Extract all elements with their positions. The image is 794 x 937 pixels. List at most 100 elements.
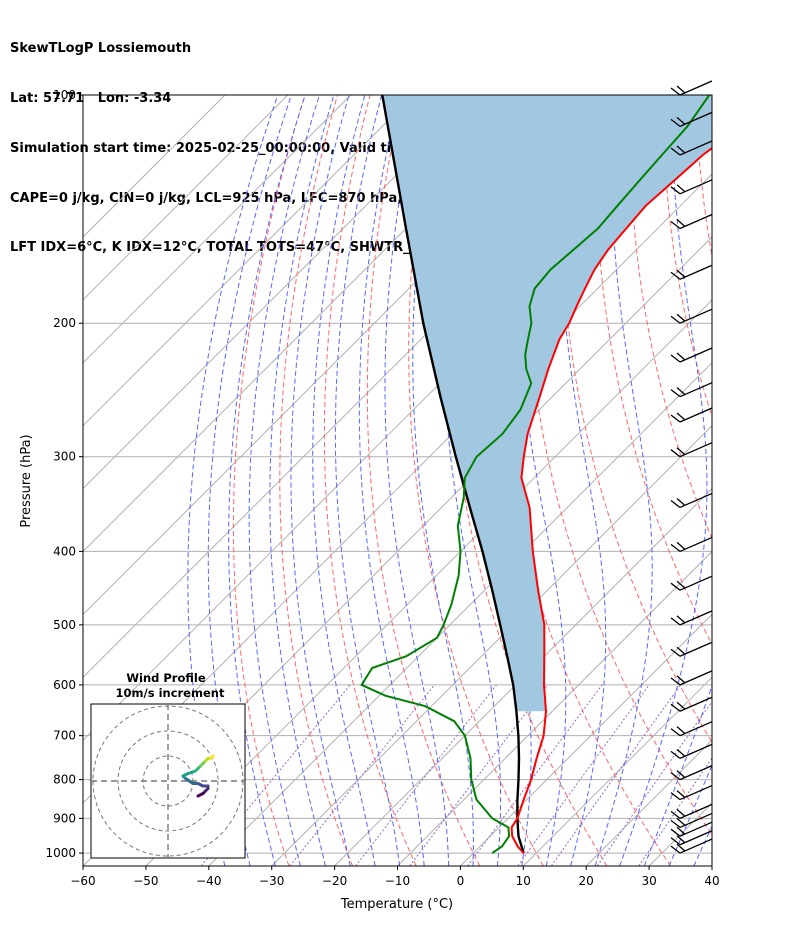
- x-tick-label: 40: [704, 874, 719, 888]
- wind-barb: [670, 111, 713, 127]
- moist-adiabat-line: [643, 684, 712, 866]
- isotherm-line: [271, 424, 712, 866]
- dry-adiabat-line: [232, 95, 306, 866]
- moist-adiabat-line: [248, 95, 320, 866]
- moist-adiabat-line: [619, 95, 708, 866]
- isotherm-line: [397, 550, 712, 866]
- wind-barb: [670, 140, 713, 156]
- dry-adiabat-line: [662, 95, 712, 419]
- y-tick-label: 700: [53, 729, 76, 743]
- mixing-ratio-line: [409, 684, 548, 866]
- isotherm-line: [208, 362, 712, 866]
- moist-adiabat-line: [693, 825, 712, 866]
- x-tick-label: −60: [70, 874, 95, 888]
- y-tick-label: 600: [53, 678, 76, 692]
- y-tick-label: 1000: [45, 846, 76, 860]
- wind-barb: [670, 264, 713, 280]
- y-tick-label: 100: [53, 88, 76, 102]
- y-tick-label: 900: [53, 811, 76, 825]
- isotherm-line: [83, 95, 352, 364]
- isotherm-line: [460, 613, 712, 866]
- wind-barb: [670, 838, 713, 854]
- y-axis-label: Pressure (hPa): [19, 434, 34, 527]
- wind-barb: [670, 830, 713, 846]
- mixing-ratio-line: [596, 700, 712, 866]
- moist-adiabat-line: [312, 95, 376, 866]
- y-tick-label: 400: [53, 544, 76, 558]
- hodograph-subtitle: 10m/s increment: [116, 686, 225, 700]
- wind-barb: [670, 308, 713, 324]
- mixing-ratio-line: [550, 684, 682, 866]
- wind-barb: [670, 812, 713, 829]
- moist-adiabat-line: [668, 764, 712, 866]
- hodograph-segment: [184, 777, 195, 785]
- isotherm-line: [711, 865, 712, 866]
- y-tick-label: 200: [53, 316, 76, 330]
- wind-barb: [670, 696, 713, 712]
- wind-barb: [670, 382, 713, 398]
- isotherm-line: [83, 95, 415, 427]
- isotherm-line: [334, 487, 712, 866]
- mixing-ratio-line: [200, 684, 351, 866]
- moist-adiabat-line: [358, 95, 425, 866]
- mixing-ratio-line: [355, 684, 497, 866]
- moist-adiabat-line: [334, 95, 401, 866]
- dry-adiabat-line: [695, 95, 712, 258]
- moist-adiabat-line: [560, 95, 607, 866]
- dry-adiabat-line: [761, 95, 794, 866]
- temperature-profile-line: [510, 146, 712, 854]
- dry-adiabat-line: [595, 95, 712, 646]
- wind-barb: [670, 670, 713, 686]
- isotherm-line: [83, 95, 289, 301]
- wind-barb: [670, 803, 713, 819]
- x-tick-label: −20: [322, 874, 347, 888]
- wind-barb: [670, 536, 713, 553]
- moist-adiabat-line: [412, 95, 474, 866]
- x-tick-label: 0: [457, 874, 465, 888]
- y-tick-label: 300: [53, 450, 76, 464]
- isotherm-line: [83, 95, 477, 490]
- x-tick-label: −10: [385, 874, 410, 888]
- x-tick-label: 30: [641, 874, 656, 888]
- isotherm-line: [83, 95, 226, 238]
- mixing-ratio-line: [467, 684, 603, 866]
- dry-adiabat-line: [323, 95, 417, 866]
- x-axis-label: Temperature (°C): [340, 897, 453, 912]
- dewpoint-profile-line: [360, 95, 711, 854]
- chart-title-line: SkewTLogP Lossiemouth: [10, 41, 192, 57]
- cin-shaded-area: [382, 95, 712, 712]
- wind-barb: [670, 743, 713, 759]
- wind-barb: [670, 407, 713, 423]
- dry-adiabat-line: [728, 95, 794, 866]
- wind-barb: [670, 784, 713, 801]
- x-tick-label: 10: [516, 874, 531, 888]
- isotherm-line: [648, 802, 712, 866]
- moist-adiabat-line: [290, 95, 351, 866]
- mixing-ratio-line: [638, 757, 712, 866]
- wind-barb: [670, 765, 713, 781]
- dry-adiabat-line: [408, 95, 544, 866]
- dry-adiabat-line: [279, 95, 354, 866]
- wind-barb: [670, 213, 713, 230]
- hodograph-segment: [209, 754, 215, 760]
- wind-barb: [670, 492, 713, 509]
- dry-adiabat-line: [366, 95, 481, 866]
- moist-adiabat-line: [269, 95, 335, 866]
- moist-adiabat-line: [228, 95, 306, 866]
- wind-barb: [670, 610, 713, 626]
- x-tick-label: −50: [133, 874, 158, 888]
- x-tick-label: −40: [196, 874, 221, 888]
- wind-barb: [670, 442, 713, 458]
- wind-barb: [670, 80, 713, 96]
- mixing-ratio-line: [517, 684, 650, 866]
- moist-adiabat-line: [719, 95, 794, 866]
- wind-barb: [670, 179, 713, 195]
- hodograph-ring: [117, 730, 219, 832]
- wind-barb: [670, 575, 713, 591]
- x-tick-label: 20: [579, 874, 594, 888]
- moist-adiabat-line: [594, 95, 653, 866]
- y-tick-label: 800: [53, 773, 76, 787]
- moist-adiabat-line: [384, 95, 450, 866]
- wind-barb: [670, 347, 713, 363]
